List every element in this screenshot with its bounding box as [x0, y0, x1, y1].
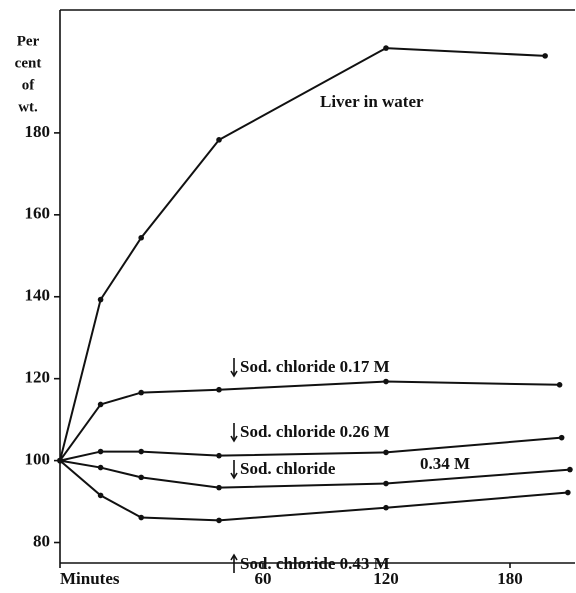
- data-point: [383, 45, 389, 51]
- data-point: [97, 401, 104, 408]
- arrow-head: [230, 553, 238, 561]
- data-point: [216, 484, 222, 491]
- data-point: [567, 466, 573, 473]
- y-tick-label: 140: [25, 286, 51, 305]
- data-point: [138, 389, 144, 396]
- series-label: 0.34 M: [420, 454, 470, 473]
- data-point: [565, 489, 571, 496]
- series-line: [59, 459, 571, 489]
- y-tick-label: 180: [25, 122, 51, 141]
- y-axis-label: cent: [15, 55, 42, 71]
- data-point: [138, 448, 144, 455]
- y-axis-label: of: [22, 77, 36, 93]
- data-point: [383, 480, 389, 487]
- data-point: [216, 137, 222, 143]
- y-tick-label: 160: [25, 204, 51, 223]
- data-point: [558, 434, 565, 441]
- data-point: [97, 296, 104, 303]
- series-line: [59, 380, 560, 462]
- arrow-head: [230, 370, 238, 378]
- y-tick-label: 100: [25, 449, 51, 468]
- series-label: Sod. chloride 0.17 M: [240, 357, 390, 376]
- y-tick-label: 80: [33, 531, 50, 550]
- data-point: [138, 234, 144, 241]
- data-point: [216, 517, 222, 524]
- arrow-head: [230, 472, 238, 480]
- y-tick-label: 120: [25, 368, 51, 387]
- data-point: [542, 53, 548, 59]
- data-point: [97, 492, 104, 499]
- data-point: [138, 514, 144, 521]
- data-point: [383, 378, 389, 385]
- x-tick-label: 60: [255, 569, 272, 588]
- arrow-head: [230, 435, 238, 443]
- data-point: [556, 382, 563, 388]
- series-line: [59, 47, 546, 461]
- data-point: [383, 449, 389, 456]
- series-label: Sod. chloride 0.26 M: [240, 422, 390, 441]
- series-label: Sod. chloride: [240, 459, 336, 478]
- data-point: [97, 464, 104, 471]
- y-axis-label: Per: [17, 33, 40, 49]
- series-line: [59, 459, 568, 522]
- series-label: Liver in water: [320, 92, 424, 111]
- data-point: [97, 448, 104, 455]
- data-point: [216, 386, 222, 393]
- data-point: [57, 457, 63, 464]
- data-point: [138, 474, 144, 481]
- x-tick-label: 120: [373, 569, 399, 588]
- x-tick-label: 180: [497, 569, 523, 588]
- series-line: [59, 436, 562, 462]
- data-point: [383, 504, 389, 511]
- series-label: Sod. chloride 0.43 M: [240, 554, 390, 573]
- y-axis-label: wt.: [18, 99, 38, 115]
- x-tick-label: Minutes: [60, 569, 120, 588]
- data-point: [216, 452, 222, 459]
